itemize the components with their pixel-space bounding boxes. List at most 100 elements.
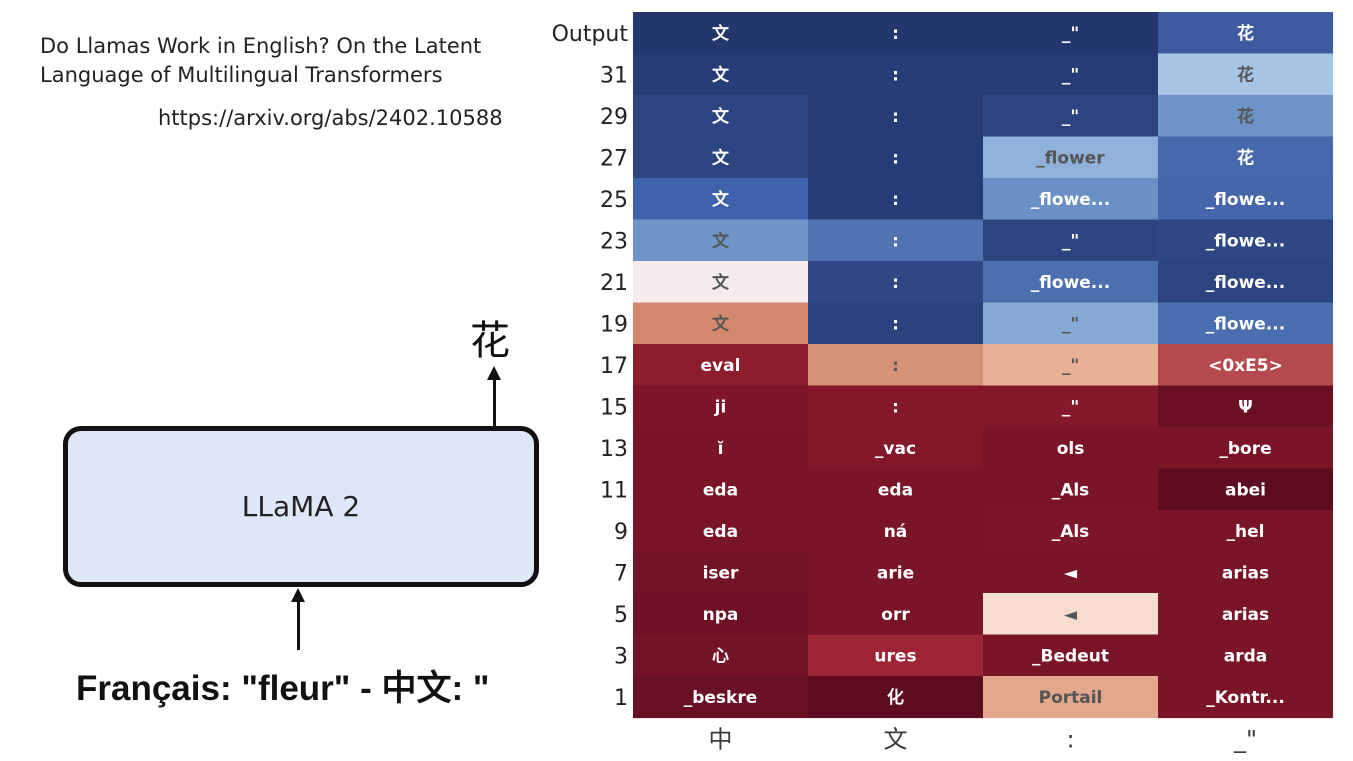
heatmap-cell-label: 文 [712, 272, 730, 293]
heatmap-cell [808, 468, 983, 511]
heatmap-cell [633, 261, 808, 304]
heatmap-cell-label: _" [1062, 65, 1079, 85]
heatmap-cell-label: npa [703, 605, 739, 625]
paper-title-line2: Language of Multilingual Transformers [40, 63, 443, 87]
heatmap-cell-label: eval [701, 356, 741, 376]
row-label: 29 [600, 105, 628, 130]
heatmap-cell [633, 551, 808, 594]
heatmap-cell [633, 53, 808, 96]
input-arrow-head [291, 588, 305, 602]
row-label: 1 [614, 686, 628, 711]
heatmap-cell [983, 53, 1158, 96]
heatmap-cell-label: ures [874, 646, 916, 666]
heatmap-cell [633, 593, 808, 636]
heatmap-cell [983, 136, 1158, 179]
heatmap-cell [633, 219, 808, 262]
heatmap-cell-label: <0xE5> [1208, 356, 1283, 376]
heatmap-cell [983, 468, 1158, 511]
heatmap-cell [808, 219, 983, 262]
heatmap-cell [983, 634, 1158, 677]
heatmap-cell-label: _" [1062, 397, 1079, 417]
heatmap-cell [633, 95, 808, 138]
heatmap-cell-label: 文 [712, 189, 730, 210]
heatmap-cell [983, 676, 1158, 719]
paper-url: https://arxiv.org/abs/2402.10588 [158, 106, 503, 130]
heatmap-cell [633, 427, 808, 470]
heatmap-cell-label: : [892, 148, 899, 168]
heatmap-cell [1158, 136, 1333, 179]
heatmap-cell [633, 468, 808, 511]
column-label: 文 [884, 726, 908, 754]
heatmap-cell-label: _flower [1036, 148, 1105, 168]
heatmap-cell-label: ji [714, 397, 727, 417]
heatmap-cell [633, 178, 808, 221]
heatmap-cell [808, 95, 983, 138]
heatmap-cell [633, 136, 808, 179]
heatmap-cell-label: : [892, 231, 899, 251]
row-label: 9 [614, 520, 628, 545]
heatmap-cell-label: 文 [712, 147, 730, 168]
heatmap-cell-label: iser [703, 563, 739, 583]
model-label: LLaMA 2 [241, 490, 361, 523]
row-label: 11 [600, 478, 628, 503]
input-arrow-line [297, 600, 300, 650]
heatmap-cell [1158, 468, 1333, 511]
heatmap-cell [983, 385, 1158, 428]
heatmap-cell [808, 178, 983, 221]
heatmap-cell-label: ĭ [718, 439, 724, 459]
heatmap-cell-label: _bore [1219, 439, 1271, 459]
heatmap-cell-label: abei [1225, 480, 1266, 500]
heatmap-cell [808, 385, 983, 428]
heatmap-cell-label: arda [1224, 646, 1268, 666]
heatmap-cell-label: _flowe... [1031, 190, 1110, 210]
heatmap-cell [1158, 676, 1333, 719]
heatmap-cell-label: orr [881, 605, 910, 625]
heatmap-cell-label: _beskre [684, 688, 758, 708]
heatmap-cell-label: 花 [1237, 147, 1254, 168]
heatmap-cell-label: 花 [1237, 23, 1254, 44]
heatmap-cell [1158, 178, 1333, 221]
heatmap-cell [983, 95, 1158, 138]
prompt-text: Français: "fleur" - 中文: " [76, 669, 490, 708]
heatmap-cell-label: arias [1222, 605, 1269, 625]
heatmap-cell [1158, 510, 1333, 553]
heatmap-cell-label: : [892, 107, 899, 127]
heatmap-cell-label: 文 [712, 64, 730, 85]
heatmap-cell-label: eda [703, 522, 738, 542]
heatmap-cell-label: arias [1222, 563, 1269, 583]
heatmap-cell-label: _hel [1227, 522, 1265, 542]
heatmap-cell-label: _" [1062, 356, 1079, 376]
heatmap-cell [1158, 593, 1333, 636]
heatmap-cell-label: _flowe... [1206, 231, 1285, 251]
heatmap-cell [633, 634, 808, 677]
heatmap-cell [983, 551, 1158, 594]
heatmap-cell [1158, 12, 1333, 55]
heatmap-cell-label: : [892, 65, 899, 85]
heatmap-cell [1158, 385, 1333, 428]
heatmap-cell-label: : [892, 397, 899, 417]
heatmap-cell-label: eda [878, 480, 913, 500]
row-label: 15 [600, 395, 628, 420]
heatmap-cell-label: arie [877, 563, 914, 583]
row-label: 7 [614, 561, 628, 586]
row-label: Output [552, 22, 629, 47]
row-label: 13 [600, 437, 628, 462]
output-token: 花 [470, 318, 510, 364]
heatmap-cell [1158, 53, 1333, 96]
heatmap-cell [1158, 344, 1333, 387]
model-box: LLaMA 2 [63, 426, 539, 587]
heatmap-cell [1158, 427, 1333, 470]
heatmap-cell-label: _vac [875, 439, 916, 459]
heatmap-cell [1158, 634, 1333, 677]
heatmap-cell-label: ná [884, 522, 908, 542]
heatmap-cell-label: : [892, 273, 899, 293]
heatmap-cell [983, 261, 1158, 304]
column-label: _" [1233, 726, 1257, 754]
heatmap-cell [808, 676, 983, 719]
heatmap-cell-label: _Kontr... [1206, 688, 1285, 708]
heatmap-cell-label: 文 [712, 23, 730, 44]
heatmap-cell-label: 花 [1237, 64, 1254, 85]
heatmap-cell-label: _Bedeut [1032, 646, 1109, 666]
heatmap-cell-label: ◄ [1064, 563, 1078, 583]
heatmap-cell-label: : [892, 190, 899, 210]
